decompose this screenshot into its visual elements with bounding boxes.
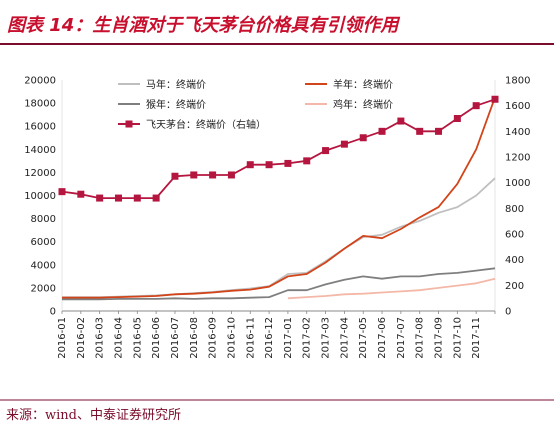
x-tick-label: 2017-08	[415, 317, 426, 359]
series-point-feitian	[472, 102, 480, 110]
x-tick-label: 2016-09	[208, 317, 219, 359]
left-tick-label: 10000	[24, 191, 56, 202]
left-tick-label: 12000	[24, 168, 56, 179]
series-point-feitian	[453, 115, 461, 122]
series-point-feitian	[96, 194, 104, 202]
x-tick-label: 2016-05	[132, 317, 143, 359]
series-point-feitian	[435, 127, 443, 135]
x-tick-label: 2016-10	[226, 317, 237, 359]
x-tick-label: 2016-08	[189, 317, 200, 359]
x-tick-label: 2017-01	[283, 317, 294, 359]
left-tick-label: 20000	[24, 76, 56, 87]
left-tick-label: 18000	[24, 99, 56, 110]
x-tick-label: 2016-02	[76, 317, 87, 359]
right-tick-label: 200	[505, 281, 524, 292]
series-line-sheep	[62, 96, 496, 299]
left-tick-label: 14000	[24, 145, 56, 156]
plot-area	[58, 80, 499, 312]
x-tick-label: 2016-04	[113, 317, 124, 359]
x-tick-label: 2016-12	[264, 317, 275, 359]
x-tick-label: 2017-09	[434, 317, 445, 359]
right-tick-label: 0	[505, 307, 511, 318]
x-tick-label: 2017-10	[452, 317, 463, 359]
series-line-monkey	[62, 267, 496, 301]
series-point-feitian	[397, 117, 405, 125]
left-tick-label: 6000	[31, 237, 56, 248]
series-point-feitian	[322, 147, 330, 155]
x-axis-ticks: 2016-01 2016-02 2016-03 2016-04 2016-05 2016-…	[57, 311, 496, 359]
right-tick-label: 1200	[505, 153, 530, 164]
legend-label-sheep: 羊年：终端价	[333, 78, 393, 91]
series-point-feitian	[246, 161, 254, 169]
legend-marker-feitian	[125, 120, 133, 128]
x-tick-label: 2016-11	[245, 317, 256, 359]
legend-label-rooster: 鸡年：终端价	[333, 98, 393, 111]
series-point-feitian	[209, 171, 217, 179]
right-axis-ticks: 0 200 400 600 800 1000 1200 1400 1600 1800	[505, 76, 530, 318]
legend-label-monkey: 猴年：终端价	[146, 98, 206, 111]
series-point-feitian	[284, 159, 292, 167]
series-point-feitian	[227, 171, 235, 179]
series-point-feitian	[152, 194, 160, 202]
left-tick-label: 8000	[31, 214, 56, 225]
right-tick-label: 1000	[505, 178, 530, 189]
x-tick-label: 2017-04	[339, 317, 350, 359]
x-tick-label: 2016-06	[151, 317, 162, 359]
right-tick-label: 400	[505, 255, 524, 266]
left-tick-label: 2000	[31, 283, 56, 294]
right-tick-label: 600	[505, 230, 524, 241]
series-line-horse	[62, 177, 496, 298]
series-point-feitian	[359, 134, 367, 142]
x-tick-label: 2017-11	[471, 317, 482, 359]
x-tick-label: 2017-06	[377, 317, 388, 359]
figure-title: 图表 14：生肖酒对于飞天茅台价格具有引领作用	[7, 15, 400, 36]
series-point-feitian	[77, 190, 85, 198]
left-axis-ticks: 0 2000 4000 6000 8000 10000 12000 14000 16000 180…	[24, 76, 56, 318]
series-point-feitian	[58, 188, 66, 196]
series-point-feitian	[416, 127, 424, 135]
series-point-feitian	[303, 157, 311, 165]
series-point-feitian	[171, 172, 179, 180]
series-point-feitian	[133, 194, 141, 202]
series-point-feitian	[340, 140, 348, 148]
right-tick-label: 1600	[505, 101, 530, 112]
x-tick-label: 2017-05	[358, 317, 369, 359]
legend-label-feitian: 飞天茅台：终端价（右轴）	[146, 118, 266, 131]
left-tick-label: 4000	[31, 260, 56, 271]
x-tick-label: 2017-07	[396, 317, 407, 359]
series-line-feitian	[61, 98, 496, 199]
right-tick-label: 1400	[505, 127, 530, 138]
series-point-feitian	[190, 171, 198, 179]
left-tick-label: 0	[50, 307, 56, 318]
series-line-rooster	[287, 277, 496, 300]
series-point-feitian	[265, 161, 273, 169]
legend-label-horse: 马年：终端价	[146, 78, 206, 91]
x-tick-label: 2017-03	[321, 317, 332, 359]
right-tick-label: 800	[505, 204, 524, 215]
series-point-feitian	[491, 95, 499, 103]
x-tick-label: 2016-03	[95, 317, 106, 359]
left-tick-label: 16000	[24, 122, 56, 133]
series-point-feitian	[114, 194, 122, 202]
x-tick-label: 2016-01	[57, 317, 68, 359]
series-point-feitian	[378, 127, 386, 135]
x-tick-label: 2016-07	[170, 317, 181, 359]
source-note: 来源：wind、中泰证券研究所	[6, 407, 181, 423]
x-tick-label: 2017-02	[302, 317, 313, 359]
right-tick-label: 1800	[505, 76, 530, 87]
